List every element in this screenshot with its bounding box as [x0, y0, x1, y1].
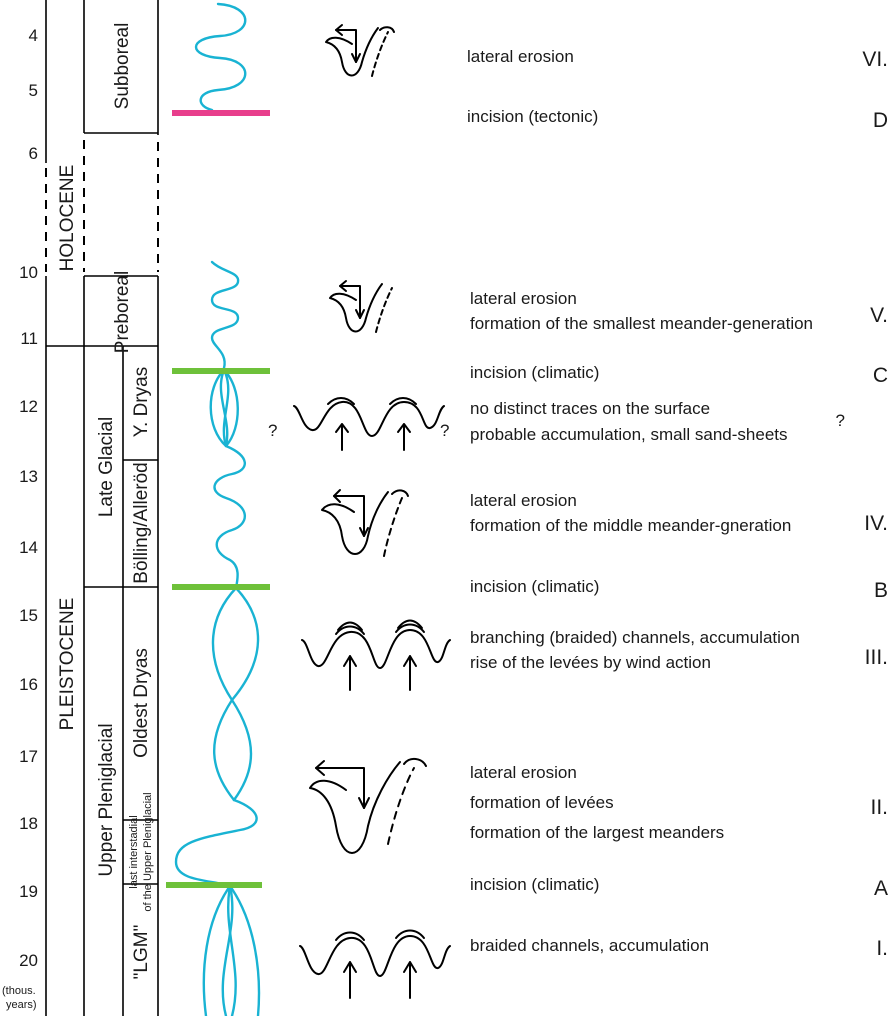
event-b-line1: incision (climatic): [470, 577, 599, 596]
label-late-glacial: Late Glacial: [96, 417, 117, 517]
event-vi-line1: lateral erosion: [467, 47, 574, 66]
event-a-line1: incision (climatic): [470, 875, 599, 894]
incision-bar-d: [172, 110, 270, 116]
event-iv-line2: formation of the middle meander-gneratio…: [470, 516, 791, 535]
incision-bar-c: [172, 368, 270, 374]
bolling-meander: [213, 444, 246, 590]
accumulation-symbol-ydryas: [293, 397, 445, 451]
label-y-dryas: Y. Dryas: [131, 367, 152, 437]
event-descriptions: lateral erosion incision (tectonic) late…: [467, 47, 813, 955]
code-d: D: [873, 109, 888, 132]
label-preboreal: Preboreal: [112, 271, 133, 353]
event-i-line1: braided channels, accumulation: [470, 936, 709, 955]
oldest-braid-2: [213, 586, 260, 802]
event-d-line1: incision (tectonic): [467, 107, 598, 126]
code-c: C: [873, 364, 888, 387]
pleniglacial-meander: [174, 798, 258, 888]
tick-17: 17: [19, 747, 38, 766]
lateral-erosion-symbol-v: [329, 280, 393, 333]
event-y-line2: probable accumulation, small sand-sheets: [470, 425, 788, 444]
axis-unit-line1: (thous.: [2, 985, 36, 997]
tick-6: 6: [29, 144, 38, 163]
incision-bar-a: [166, 882, 262, 888]
ydryas-braid-4: [222, 368, 230, 448]
tick-11: 11: [20, 329, 38, 348]
label-subboreal: Subboreal: [112, 23, 133, 110]
code-iv: IV.: [864, 512, 888, 535]
lgm-braid-3: [227, 884, 237, 1016]
oldest-braid-1: [211, 586, 253, 802]
lateral-erosion-symbol-vi: [325, 24, 395, 77]
event-c-line1: incision (climatic): [470, 363, 599, 382]
code-v: V.: [870, 304, 888, 327]
event-ii-line2: formation of levées: [470, 793, 614, 812]
tick-15: 15: [19, 606, 38, 625]
code-y-question: ?: [836, 411, 845, 430]
ydryas-braid-3: [219, 368, 229, 448]
label-bolling-allerod: Bölling/Alleröd: [131, 462, 152, 583]
event-v-line1: lateral erosion: [470, 289, 577, 308]
ydryas-braid-1: [209, 368, 228, 448]
incision-bar-b: [172, 584, 270, 590]
tick-20: 20: [19, 951, 38, 970]
ydryas-braid-2: [222, 368, 239, 448]
braided-symbol-iii: [301, 619, 451, 691]
event-iii-line1: branching (braided) channels, accumulati…: [470, 628, 800, 647]
event-iv-line1: lateral erosion: [470, 491, 577, 510]
river-patterns: [174, 2, 261, 1016]
lgm-braid-4: [221, 884, 234, 1016]
stratigraphic-labels: HOLOCENE PLEISTOCENE Late Glacial Upper …: [57, 23, 154, 980]
lgm-braid-1: [202, 884, 232, 1016]
code-a: A: [874, 877, 888, 900]
tick-14: 14: [19, 538, 38, 557]
lateral-erosion-symbol-ii: [309, 758, 427, 854]
label-upper-pleniglacial: Upper Pleniglacial: [96, 723, 117, 876]
phase-codes: VI. D V. C ? IV. B III. II. A I.: [836, 48, 888, 960]
tick-10: 10: [19, 263, 38, 282]
question-mark-mid: ?: [440, 421, 449, 440]
preboreal-meander: [210, 260, 240, 370]
braided-symbol-i: [299, 929, 451, 999]
question-mark-left: ?: [268, 421, 277, 440]
tick-4: 4: [29, 26, 38, 45]
event-v-line2: formation of the smallest meander-genera…: [470, 314, 813, 333]
subboreal-meander: [194, 2, 247, 112]
stratigraphic-table: [45, 0, 159, 1016]
tick-5: 5: [29, 81, 38, 100]
event-ii-line1: lateral erosion: [470, 763, 577, 782]
code-i: I.: [876, 937, 888, 960]
label-last-interstadial-2: of the Upper Pleniglacial: [142, 792, 154, 911]
lateral-erosion-symbol-iv: [321, 489, 409, 557]
event-iii-line2: rise of the levées by wind action: [470, 653, 711, 672]
code-vi: VI.: [862, 48, 888, 71]
code-b: B: [874, 579, 888, 602]
code-ii: II.: [870, 796, 888, 819]
axis-unit-line2: years): [6, 999, 37, 1011]
label-oldest-dryas: Oldest Dryas: [131, 648, 152, 758]
code-iii: III.: [865, 646, 888, 669]
tick-12: 12: [19, 397, 38, 416]
tick-16: 16: [19, 675, 38, 694]
tick-18: 18: [19, 814, 38, 833]
event-ii-line3: formation of the largest meanders: [470, 823, 724, 842]
lgm-braid-2: [228, 884, 261, 1016]
tick-13: 13: [19, 467, 38, 486]
label-last-interstadial-1: last interstadial: [128, 815, 140, 888]
time-axis: 4 5 6 10 11 12 13 14 15 16 17 18 19 20 (…: [2, 26, 38, 1011]
label-holocene: HOLOCENE: [57, 165, 78, 272]
label-lgm: "LGM": [131, 925, 152, 980]
event-y-line1: no distinct traces on the surface: [470, 399, 710, 418]
incision-markers: [166, 110, 270, 888]
process-symbols: ? ?: [268, 24, 451, 999]
tick-19: 19: [19, 882, 38, 901]
label-pleistocene: PLEISTOCENE: [57, 598, 78, 731]
